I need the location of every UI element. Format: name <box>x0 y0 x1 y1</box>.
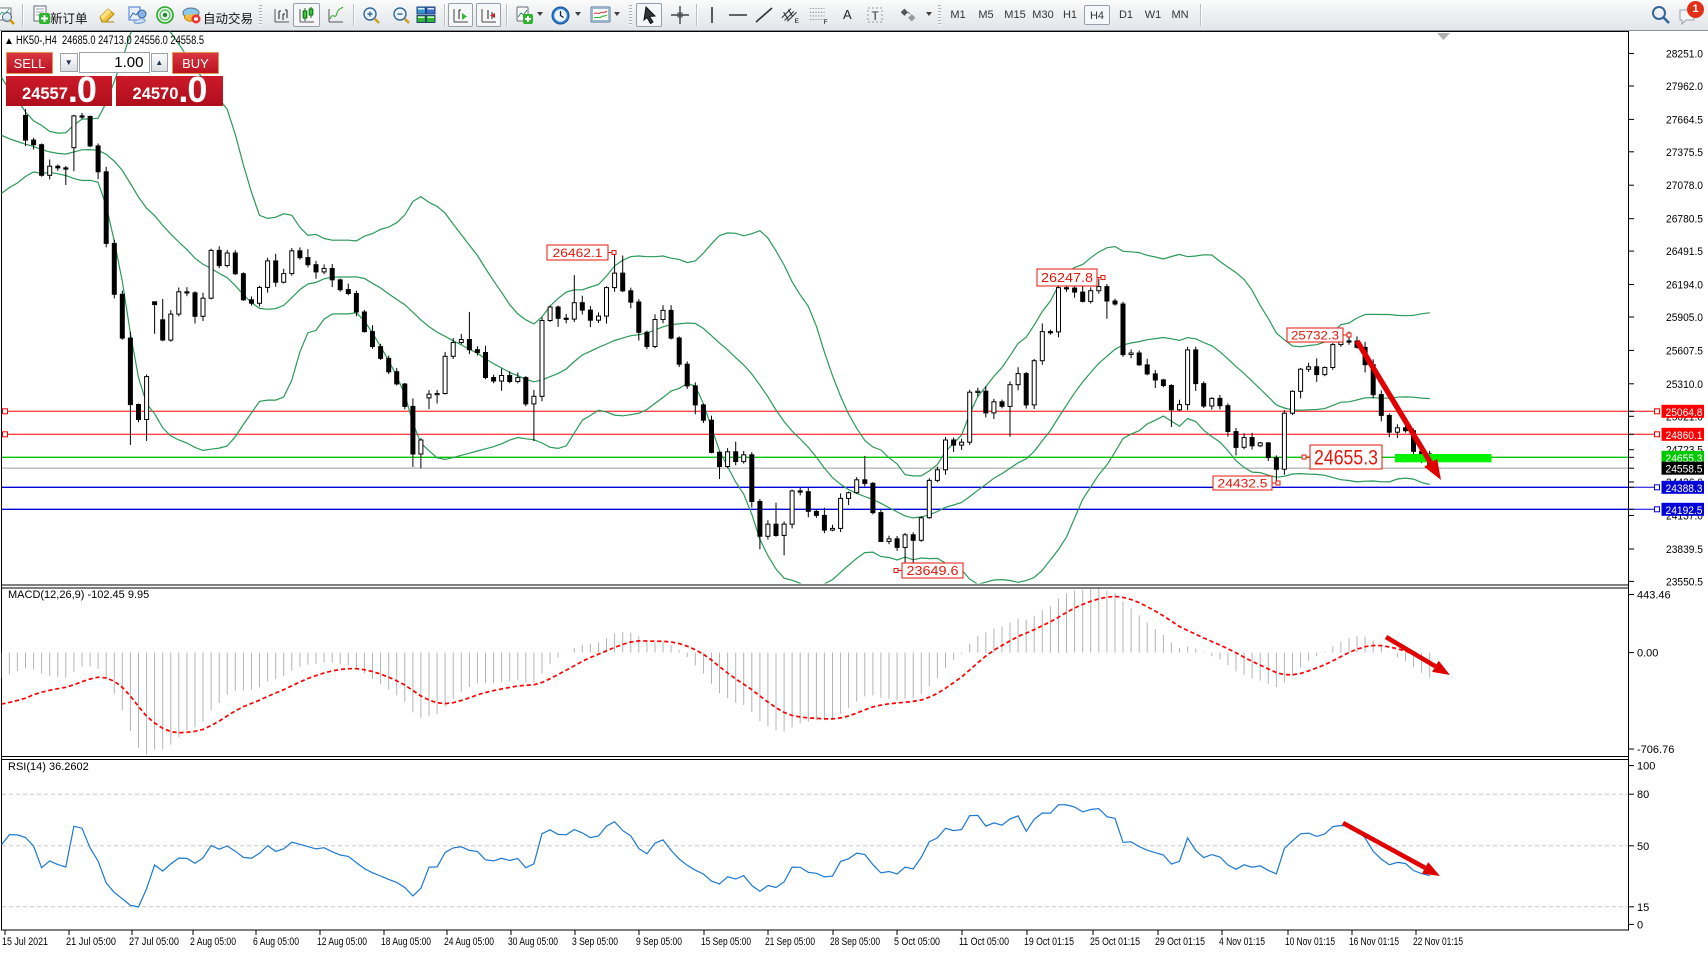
svg-text:4 Nov 01:15: 4 Nov 01:15 <box>1219 936 1265 948</box>
svg-text:23649.6: 23649.6 <box>907 563 959 578</box>
svg-text:22 Nov 01:15: 22 Nov 01:15 <box>1413 936 1463 948</box>
svg-text:24 Aug 05:00: 24 Aug 05:00 <box>444 936 494 948</box>
svg-text:19 Oct 01:15: 19 Oct 01:15 <box>1024 936 1074 948</box>
svg-text:27375.5: 27375.5 <box>1666 147 1703 159</box>
svg-text:28 Sep 05:00: 28 Sep 05:00 <box>830 936 880 948</box>
svg-text:26247.8: 26247.8 <box>1041 270 1093 285</box>
svg-text:25310.0: 25310.0 <box>1666 379 1703 391</box>
svg-text:5 Oct 05:00: 5 Oct 05:00 <box>894 936 940 948</box>
svg-text:26491.5: 26491.5 <box>1666 246 1703 258</box>
svg-text:16 Nov 01:15: 16 Nov 01:15 <box>1349 936 1399 948</box>
svg-text:0: 0 <box>1637 919 1643 931</box>
svg-text:50: 50 <box>1637 841 1649 853</box>
svg-text:2 Aug 05:00: 2 Aug 05:00 <box>190 936 236 948</box>
svg-text:T: T <box>872 9 880 23</box>
svg-text:27 Jul 05:00: 27 Jul 05:00 <box>129 936 179 948</box>
svg-text:▲: ▲ <box>4 36 14 47</box>
svg-text:MACD(12,26,9) -102.45 9.95: MACD(12,26,9) -102.45 9.95 <box>8 589 149 601</box>
svg-text:26194.0: 26194.0 <box>1666 280 1703 292</box>
svg-text:9 Sep 05:00: 9 Sep 05:00 <box>636 936 682 948</box>
svg-text:-706.76: -706.76 <box>1637 744 1674 756</box>
svg-text:100: 100 <box>1637 761 1655 773</box>
svg-text:25 Oct 01:15: 25 Oct 01:15 <box>1090 936 1140 948</box>
svg-text:29 Oct 01:15: 29 Oct 01:15 <box>1155 936 1205 948</box>
svg-text:27664.5: 27664.5 <box>1666 114 1703 126</box>
svg-text:6 Aug 05:00: 6 Aug 05:00 <box>253 936 299 948</box>
svg-text:30 Aug 05:00: 30 Aug 05:00 <box>508 936 558 948</box>
svg-text:15 Jul 2021: 15 Jul 2021 <box>2 936 48 948</box>
svg-text:HK50-,H4 24685.0 24713.0 2455: HK50-,H4 24685.0 24713.0 24556.0 24558.5 <box>16 35 204 47</box>
svg-text:15 Sep 05:00: 15 Sep 05:00 <box>701 936 751 948</box>
svg-text:25064.8: 25064.8 <box>1666 407 1703 419</box>
svg-text:25732.3: 25732.3 <box>1291 328 1339 342</box>
svg-text:24655.3: 24655.3 <box>1314 447 1378 470</box>
svg-text:11 Oct 05:00: 11 Oct 05:00 <box>959 936 1009 948</box>
svg-text:443.46: 443.46 <box>1637 590 1671 602</box>
svg-text:25607.5: 25607.5 <box>1666 345 1703 357</box>
svg-text:18 Aug 05:00: 18 Aug 05:00 <box>381 936 431 948</box>
svg-text:26462.1: 26462.1 <box>553 246 603 260</box>
svg-text:10 Nov 01:15: 10 Nov 01:15 <box>1285 936 1335 948</box>
svg-text:12 Aug 05:00: 12 Aug 05:00 <box>317 936 367 948</box>
svg-text:23550.5: 23550.5 <box>1666 576 1703 588</box>
svg-text:F: F <box>824 19 828 26</box>
svg-text:24860.1: 24860.1 <box>1666 430 1703 442</box>
svg-text:24388.3: 24388.3 <box>1666 483 1703 495</box>
svg-text:24558.5: 24558.5 <box>1666 464 1703 476</box>
svg-text:E: E <box>795 18 799 25</box>
svg-text:27078.0: 27078.0 <box>1666 180 1703 192</box>
svg-text:15: 15 <box>1637 902 1649 914</box>
svg-text:21 Jul 05:00: 21 Jul 05:00 <box>66 936 116 948</box>
svg-text:25905.0: 25905.0 <box>1666 312 1703 324</box>
svg-text:80: 80 <box>1637 789 1649 801</box>
svg-text:0.00: 0.00 <box>1637 648 1658 660</box>
svg-text:27962.0: 27962.0 <box>1666 81 1703 93</box>
svg-text:21 Sep 05:00: 21 Sep 05:00 <box>765 936 815 948</box>
svg-text:24192.5: 24192.5 <box>1666 505 1703 517</box>
svg-text:23839.5: 23839.5 <box>1666 544 1703 556</box>
svg-text:26780.5: 26780.5 <box>1666 214 1703 226</box>
svg-text:RSI(14) 36.2602: RSI(14) 36.2602 <box>8 761 89 773</box>
svg-text:28251.0: 28251.0 <box>1666 49 1703 61</box>
svg-text:3 Sep 05:00: 3 Sep 05:00 <box>572 936 618 948</box>
svg-text:24432.5: 24432.5 <box>1218 476 1268 490</box>
